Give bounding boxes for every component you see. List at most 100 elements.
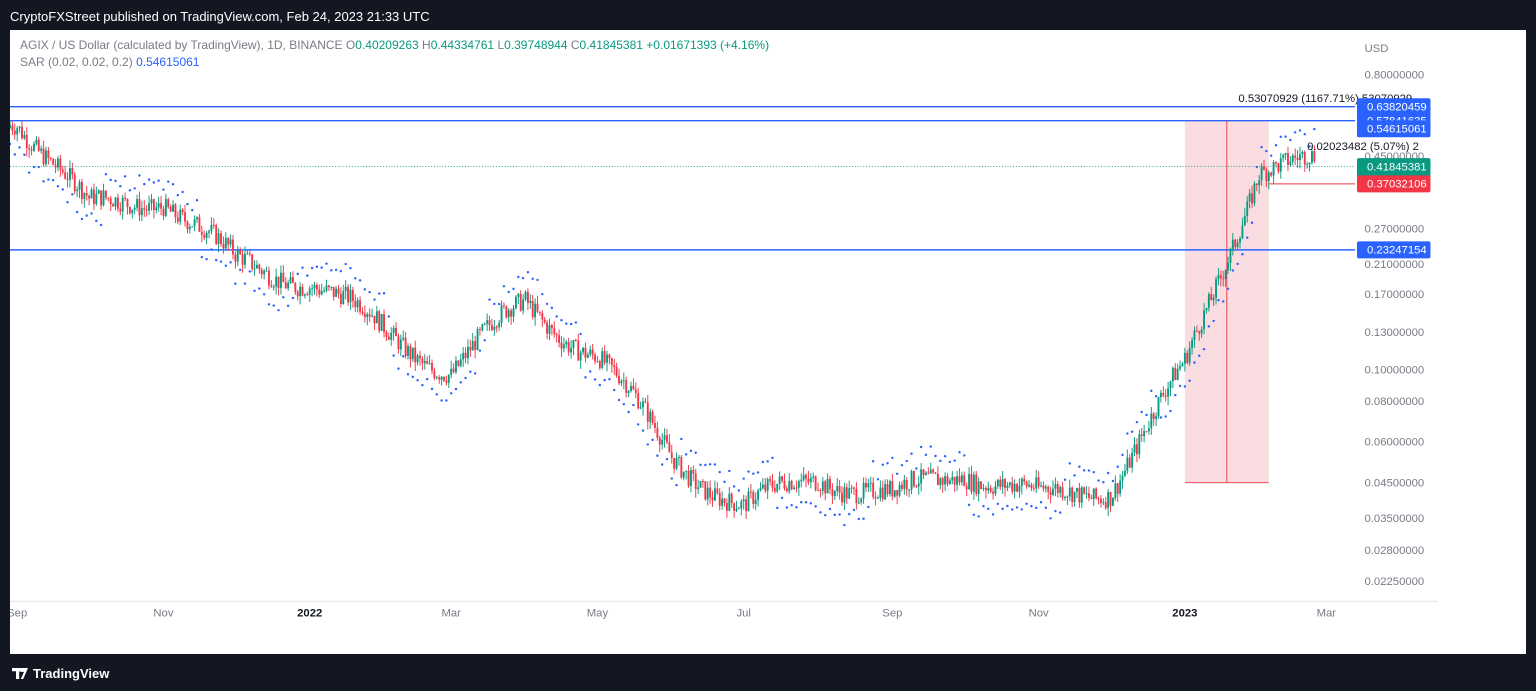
- sar-dot: [684, 453, 688, 456]
- candle-body: [435, 377, 438, 379]
- sar-dot: [473, 372, 477, 375]
- candle-body: [277, 276, 280, 288]
- sar-dot: [320, 266, 323, 269]
- candle-body: [574, 340, 577, 342]
- level-price-label: 0.63820459: [1367, 101, 1427, 113]
- sar-dot: [819, 511, 822, 514]
- sar-dot: [1245, 236, 1249, 239]
- sar-dot: [90, 212, 93, 215]
- candle-body: [1133, 444, 1136, 453]
- candle-body: [248, 253, 251, 255]
- sar-dot: [632, 403, 635, 407]
- candle-body: [224, 238, 227, 249]
- sar-dot: [718, 470, 721, 474]
- candle-body: [356, 300, 359, 308]
- x-tick-label: Mar: [1317, 607, 1337, 619]
- candle-body: [1121, 475, 1124, 481]
- sar-dot: [109, 178, 112, 182]
- candle-body: [351, 289, 354, 301]
- candle-body: [826, 478, 829, 494]
- sar-dot: [191, 208, 194, 212]
- candle-body: [462, 352, 465, 360]
- sar-dot: [416, 379, 419, 382]
- candle-body: [490, 324, 493, 330]
- candle-body: [570, 347, 573, 353]
- candle-body: [109, 198, 112, 205]
- tradingview-icon: [12, 668, 28, 679]
- candle-body: [654, 422, 656, 428]
- candle-body: [1100, 498, 1102, 504]
- sar-dot: [723, 480, 726, 484]
- candle-body: [749, 491, 752, 493]
- sar-dot: [1092, 470, 1095, 474]
- candle-body: [119, 208, 122, 212]
- candle-body: [757, 490, 760, 500]
- candle-body: [845, 487, 848, 499]
- candle-body: [812, 476, 815, 478]
- sar-dot: [1082, 469, 1086, 472]
- sar-dot: [66, 201, 69, 204]
- sar-dot: [330, 269, 333, 272]
- candle-body: [1308, 162, 1311, 165]
- candle-body: [145, 209, 148, 211]
- sar-dot: [680, 437, 683, 441]
- sar-dot: [1222, 300, 1225, 303]
- candle-body: [723, 498, 726, 504]
- candle-body: [234, 254, 237, 262]
- level-price-label-bg: [1356, 98, 1431, 116]
- candle-body: [45, 150, 47, 165]
- measure-small-label: 0.02023482 (5.07%) 2: [1307, 141, 1419, 153]
- candle-body: [371, 315, 373, 317]
- candle-body: [337, 288, 340, 294]
- tradingview-logo[interactable]: TradingView: [12, 666, 109, 681]
- candle-body: [282, 272, 285, 283]
- candle-body: [1095, 488, 1098, 498]
- candle-body: [800, 479, 803, 482]
- candle-body: [706, 487, 709, 500]
- candle-body: [76, 189, 79, 192]
- candle-body: [227, 238, 230, 245]
- candle-body: [558, 335, 561, 343]
- candle-body: [1143, 431, 1146, 436]
- open-value: 0.40209263: [355, 38, 419, 52]
- price-chart[interactable]: USD0.800000000.450000000.270000000.21000…: [10, 30, 1438, 630]
- sar-dot: [454, 387, 458, 391]
- candle-body: [685, 470, 688, 472]
- sar-dot: [138, 174, 141, 177]
- candle-body: [1260, 166, 1263, 181]
- y-tick-label: 0.27000000: [1365, 223, 1425, 235]
- candle-body: [88, 195, 91, 199]
- candle-body: [531, 300, 534, 318]
- candle-body: [64, 172, 67, 179]
- sar-dot: [752, 472, 755, 475]
- candle-body: [862, 482, 865, 499]
- candle-body: [920, 469, 923, 484]
- candle-body: [222, 244, 225, 249]
- candle-body: [423, 361, 426, 364]
- sar-dot: [579, 332, 582, 336]
- candle-body: [668, 442, 671, 453]
- candle-body: [71, 168, 74, 175]
- sar-dot: [171, 183, 175, 186]
- candle-body: [1004, 479, 1006, 488]
- sar-dot: [800, 501, 803, 504]
- candle-body: [807, 478, 810, 483]
- candle-body: [1028, 484, 1030, 487]
- y-tick-label: 0.80000000: [1365, 69, 1425, 81]
- sar-dot: [612, 388, 616, 392]
- candle-body: [390, 332, 393, 340]
- candle-body: [1279, 158, 1282, 172]
- chart-frame[interactable]: USD 0.80000000 0.45000000 0.27000000 0.21000…: [10, 30, 1526, 654]
- candle-body: [941, 478, 944, 485]
- candle-body: [198, 217, 201, 232]
- candle-body: [620, 380, 623, 384]
- candle-body: [1071, 487, 1074, 503]
- open-label: O: [345, 38, 356, 52]
- sar-dot: [1054, 509, 1057, 513]
- candle-body: [927, 472, 930, 474]
- candle-body: [387, 336, 390, 340]
- candle-body: [1203, 310, 1205, 330]
- candle-body: [766, 479, 769, 491]
- candle-body: [128, 206, 131, 214]
- sar-dot: [95, 219, 98, 223]
